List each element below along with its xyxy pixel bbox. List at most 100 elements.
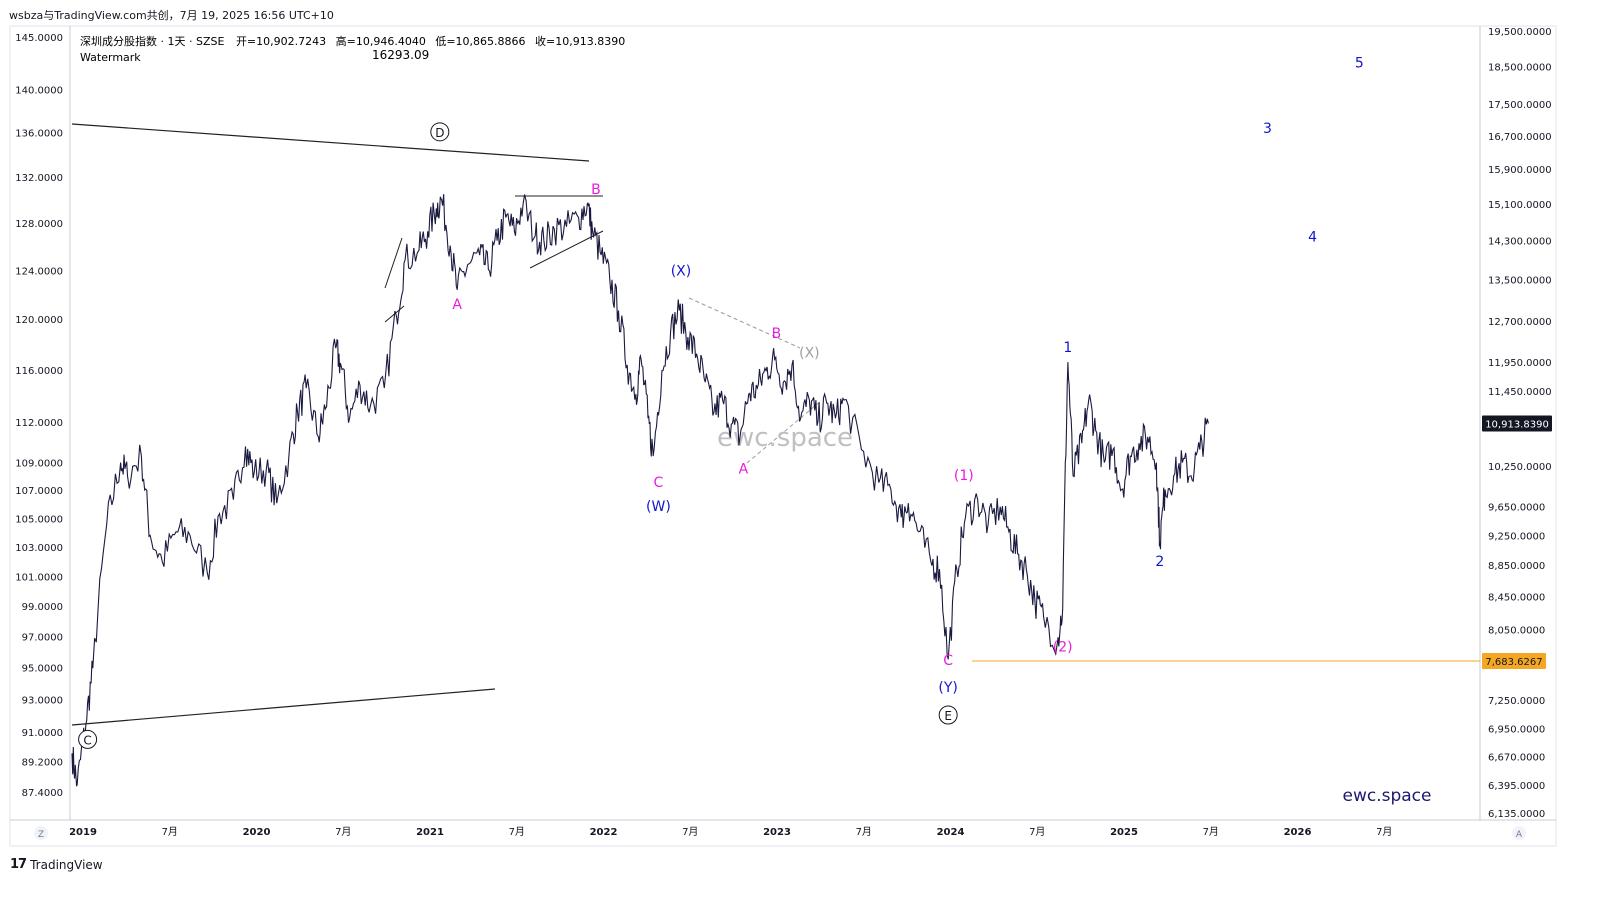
time-axis-tick-label: 7月 <box>1029 826 1045 838</box>
wave-label-text: 5 <box>1355 56 1364 72</box>
left-axis-tick-label: 116.0000 <box>15 366 63 377</box>
wave-label: A <box>452 297 462 313</box>
wave-label-text: C <box>654 475 664 491</box>
svg-text:A: A <box>1516 830 1523 840</box>
left-axis-tick-label: 112.0000 <box>15 418 63 429</box>
wave-label: 5 <box>1355 56 1364 72</box>
wave-label-text: A <box>739 462 749 478</box>
right-axis-tick-label: 15,900.0000 <box>1488 165 1552 176</box>
time-axis-tick-label: 2020 <box>243 827 271 838</box>
wave-label-text: (X) <box>671 264 692 280</box>
left-axis-tick-label: 97.0000 <box>22 633 63 644</box>
trendline-drawings[interactable] <box>71 123 1480 726</box>
support-price-tag: 7,683.6267 <box>1482 653 1546 669</box>
left-axis-tick-label: 101.0000 <box>15 572 63 583</box>
left-axis-tick-label: 132.0000 <box>15 173 63 184</box>
right-axis-tick-label: 12,700.0000 <box>1488 317 1552 328</box>
zoom-button[interactable]: Z <box>34 826 48 840</box>
left-axis-tick-label: 120.0000 <box>15 315 63 326</box>
time-axis[interactable]: 2019 7月 2020 7月 2021 7月 2022 7月 2023 7月 2024 7月 2025… <box>69 826 1392 838</box>
auto-scale-button[interactable]: A <box>1512 826 1526 840</box>
x-wave-dashed-line[interactable] <box>688 297 801 349</box>
time-axis-tick-label: 2024 <box>937 827 965 838</box>
price-path <box>71 194 1209 787</box>
legend-watermark-value: 16293.09 <box>372 48 429 62</box>
time-axis-tick-label: 2026 <box>1284 827 1312 838</box>
wave-labels: D C E A B (X) C (W) B (X) A (1) C (Y) (2) 1 2 3 4 5 <box>78 56 1364 749</box>
wave-label: (X) <box>671 264 692 280</box>
wave-label-text: C <box>83 733 91 747</box>
a-wave-dashed-line[interactable] <box>746 399 823 464</box>
price-series <box>71 194 1209 787</box>
left-axis-tick-label: 103.0000 <box>15 543 63 554</box>
right-axis-tick-label: 6,950.0000 <box>1488 725 1545 736</box>
time-axis-tick-label: 7月 <box>682 826 698 838</box>
left-axis-tick-label: 89.2000 <box>22 758 63 769</box>
right-axis-tick-label: 8,050.0000 <box>1488 625 1545 636</box>
right-axis-tick-label: 16,700.0000 <box>1488 132 1552 143</box>
wave-label-text: (Y) <box>938 680 957 696</box>
legend-symbol: 深圳成分股指数 · 1天 · SZSE 开=10,902.7243 高=10,9… <box>80 34 625 48</box>
left-axis-tick-label: 87.4000 <box>22 788 63 799</box>
left-axis-tick-label: 105.0000 <box>15 514 63 525</box>
wave-label: (1) <box>954 468 974 484</box>
tradingview-logo-icon: 17 <box>10 857 27 872</box>
wave-label: (X) <box>799 346 820 362</box>
time-axis-tick-label: 2021 <box>416 827 444 838</box>
wave-label: 2 <box>1155 554 1164 570</box>
wave-label: E <box>938 705 958 725</box>
wave-label-text: B <box>591 182 601 198</box>
time-axis-tick-label: 2019 <box>69 827 97 838</box>
right-axis-tick-label: 18,500.0000 <box>1488 63 1552 74</box>
wave-label-text: E <box>944 709 952 723</box>
upper-triangle-line[interactable] <box>71 123 590 162</box>
left-axis-tick-label: 145.0000 <box>15 33 63 44</box>
screenshot-caption-bar: wsbza与TradingView.com共创，7月 19, 2025 16:5… <box>0 0 1603 26</box>
right-axis-tick-label: 11,950.0000 <box>1488 358 1552 369</box>
right-axis-tick-label: 14,300.0000 <box>1488 237 1552 248</box>
wave-label-text: A <box>452 297 462 313</box>
right-axis-tick-label: 6,670.0000 <box>1488 752 1545 763</box>
wave-label: (Y) <box>938 680 957 696</box>
tradingview-logo[interactable]: 17 TradingView <box>10 857 103 872</box>
left-axis-tick-label: 91.0000 <box>22 728 63 739</box>
wave-label-text: 3 <box>1263 121 1272 137</box>
left-axis-tick-label: 128.0000 <box>15 219 63 230</box>
right-axis-tick-label: 9,650.0000 <box>1488 503 1545 514</box>
right-axis-tick-label: 15,100.0000 <box>1488 200 1552 211</box>
time-axis-tick-label: 7月 <box>1376 826 1392 838</box>
left-axis-tick-label: 109.0000 <box>15 459 63 470</box>
svg-text:10,913.8390: 10,913.8390 <box>1485 420 1549 431</box>
wave-label-text: (W) <box>646 499 671 515</box>
right-axis-tick-label: 13,500.0000 <box>1488 276 1552 287</box>
right-axis-tick-label: 7,250.0000 <box>1488 696 1545 707</box>
wave-label-text: C <box>943 653 953 669</box>
left-axis-tick-label: 136.0000 <box>15 129 63 140</box>
time-axis-tick-label: 7月 <box>509 826 525 838</box>
wave-label-text: 2 <box>1155 554 1164 570</box>
right-price-axis[interactable]: 19,500.0000 18,500.0000 17,500.0000 16,700.… <box>1488 27 1552 820</box>
right-axis-tick-label: 11,450.0000 <box>1488 387 1552 398</box>
left-axis-tick-label: 93.0000 <box>22 695 63 706</box>
wave-label: B <box>772 326 782 342</box>
left-price-axis[interactable]: 145.0000 140.0000 136.0000 132.0000 128.0000… <box>15 33 63 799</box>
center-watermark: ewc.space <box>717 423 853 453</box>
right-axis-tick-label: 6,135.0000 <box>1488 809 1545 820</box>
time-axis-tick-label: 7月 <box>856 826 872 838</box>
chart-frame <box>9 25 1557 847</box>
wave-label: C <box>78 729 98 749</box>
right-axis-tick-label: 19,500.0000 <box>1488 27 1552 38</box>
right-axis-tick-label: 10,250.0000 <box>1488 462 1552 473</box>
left-axis-tick-label: 99.0000 <box>22 602 63 613</box>
right-axis-tick-label: 8,450.0000 <box>1488 592 1545 603</box>
right-axis-tick-label: 6,395.0000 <box>1488 781 1545 792</box>
lower-triangle-line[interactable] <box>71 688 496 726</box>
wave-label: A <box>739 462 749 478</box>
flag-line-upper[interactable] <box>384 237 403 289</box>
wave-label: C <box>943 653 953 669</box>
wave-label-text: 4 <box>1308 230 1317 246</box>
time-axis-tick-label: 7月 <box>335 826 351 838</box>
time-axis-tick-label: 2023 <box>763 827 791 838</box>
wave-label: 4 <box>1308 230 1317 246</box>
